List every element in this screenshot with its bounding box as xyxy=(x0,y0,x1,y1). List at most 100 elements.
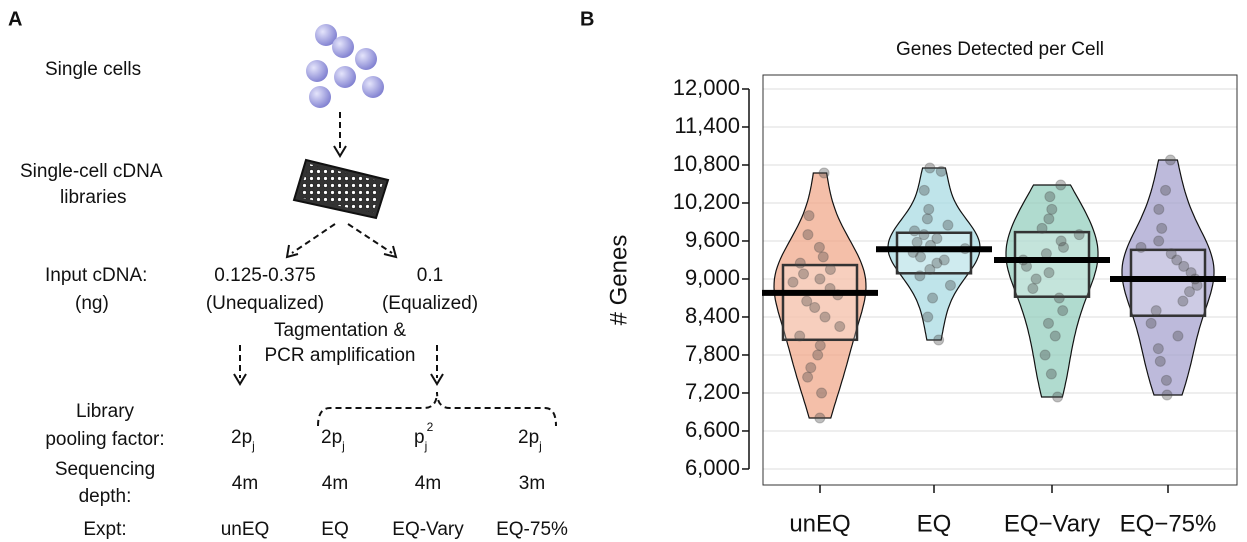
point xyxy=(813,350,823,360)
figure: A Single cells Single-cell cDNA librarie… xyxy=(0,0,1247,542)
expt: EQ xyxy=(321,519,348,540)
expt: unEQ xyxy=(221,519,270,540)
point xyxy=(943,220,953,230)
point xyxy=(1151,306,1161,316)
row-label: depth: xyxy=(79,486,132,507)
point xyxy=(1157,223,1167,233)
x-tick-label: EQ xyxy=(917,510,952,537)
point xyxy=(936,166,946,176)
point xyxy=(802,296,812,306)
point xyxy=(818,252,828,262)
point xyxy=(1046,369,1056,379)
point xyxy=(1162,390,1172,400)
point xyxy=(928,293,938,303)
point xyxy=(795,331,805,341)
point xyxy=(1045,192,1055,202)
point xyxy=(795,258,805,268)
point xyxy=(1044,214,1054,224)
step-label: Input cDNA: xyxy=(45,265,147,286)
point xyxy=(799,269,809,279)
pooling-sup: 2 xyxy=(427,420,434,434)
pooling-sub: j xyxy=(424,439,428,453)
point xyxy=(825,264,835,274)
row-label: Library xyxy=(76,401,135,422)
point xyxy=(1165,155,1175,165)
point xyxy=(915,271,925,281)
point xyxy=(923,312,933,322)
point xyxy=(815,340,825,350)
point xyxy=(1050,331,1060,341)
table-columns: 2pj2pjpj22pj4m4m4m3munEQEQEQ-VaryEQ-75% xyxy=(221,420,568,540)
pooling-base: 2p xyxy=(518,427,539,448)
row-label: Sequencing xyxy=(55,459,155,480)
amount: 0.125-0.375 xyxy=(214,265,315,286)
point xyxy=(1056,236,1066,246)
y-tick-label: 10,800 xyxy=(673,151,740,176)
point xyxy=(1178,296,1188,306)
cells-icon xyxy=(306,24,384,108)
point xyxy=(909,226,919,236)
point xyxy=(1166,249,1176,259)
point xyxy=(1028,283,1038,293)
point xyxy=(1154,204,1164,214)
amount: 0.1 xyxy=(417,265,443,286)
depth: 4m xyxy=(322,473,348,494)
point xyxy=(814,242,824,252)
x-tick-label: EQ−Vary xyxy=(1004,510,1100,537)
step-label: (ng) xyxy=(75,293,109,314)
point xyxy=(1043,318,1053,328)
point xyxy=(925,163,935,173)
panel-label: A xyxy=(8,8,22,30)
point xyxy=(1053,392,1063,402)
point xyxy=(1155,356,1165,366)
y-axis-title: # Genes xyxy=(605,235,632,326)
x-tick-label: EQ−75% xyxy=(1120,510,1217,537)
point xyxy=(922,214,932,224)
point xyxy=(1054,293,1064,303)
depth: 3m xyxy=(519,473,545,494)
point xyxy=(819,168,829,178)
point xyxy=(1037,223,1047,233)
point xyxy=(1031,274,1041,284)
y-tick-label: 9,600 xyxy=(685,227,740,252)
step-label: Single cells xyxy=(45,59,141,80)
point xyxy=(804,211,814,221)
point xyxy=(817,388,827,398)
pooling-sub: j xyxy=(538,439,542,453)
expt: EQ-Vary xyxy=(392,519,464,540)
step-label: Tagmentation & xyxy=(274,320,406,341)
point xyxy=(919,185,929,195)
point xyxy=(815,274,825,284)
point xyxy=(945,280,955,290)
y-tick-label: 10,200 xyxy=(673,189,740,214)
y-tick-label: 7,800 xyxy=(685,341,740,366)
point xyxy=(1044,268,1054,278)
pooling-base: 2p xyxy=(231,427,252,448)
y-tick-label: 6,000 xyxy=(685,455,740,480)
point xyxy=(919,230,929,240)
point xyxy=(1153,344,1163,354)
y-tick-label: 7,200 xyxy=(685,379,740,404)
point xyxy=(1146,318,1156,328)
point xyxy=(835,321,845,331)
y-tick-label: 12,000 xyxy=(673,75,740,100)
y-tick-label: 8,400 xyxy=(685,303,740,328)
step-label: PCR amplification xyxy=(265,345,416,366)
y-tick-label: 11,400 xyxy=(674,113,740,138)
point xyxy=(1161,375,1171,385)
point xyxy=(939,255,949,265)
step-label: libraries xyxy=(60,187,127,208)
point xyxy=(932,233,942,243)
pooling-sub: j xyxy=(251,439,255,453)
point xyxy=(806,363,816,373)
chart: Genes Detected per Cell# Genes6,0006,600… xyxy=(605,39,1237,537)
point xyxy=(788,277,798,287)
step-label: Single-cell cDNA xyxy=(20,161,163,182)
point xyxy=(1056,180,1066,190)
point xyxy=(820,312,830,322)
depth: 4m xyxy=(415,473,441,494)
pooling-base: p xyxy=(414,427,425,448)
point xyxy=(1161,185,1171,195)
amount: (Equalized) xyxy=(382,293,478,314)
plate-icon xyxy=(294,160,388,218)
